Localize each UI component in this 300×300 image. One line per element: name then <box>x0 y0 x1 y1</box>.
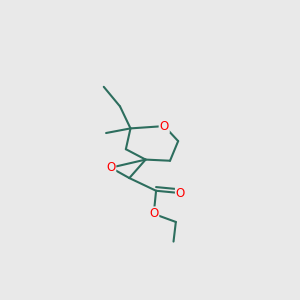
Text: O: O <box>160 120 169 133</box>
Text: O: O <box>176 187 185 200</box>
Text: O: O <box>106 161 116 174</box>
Text: O: O <box>149 207 158 220</box>
